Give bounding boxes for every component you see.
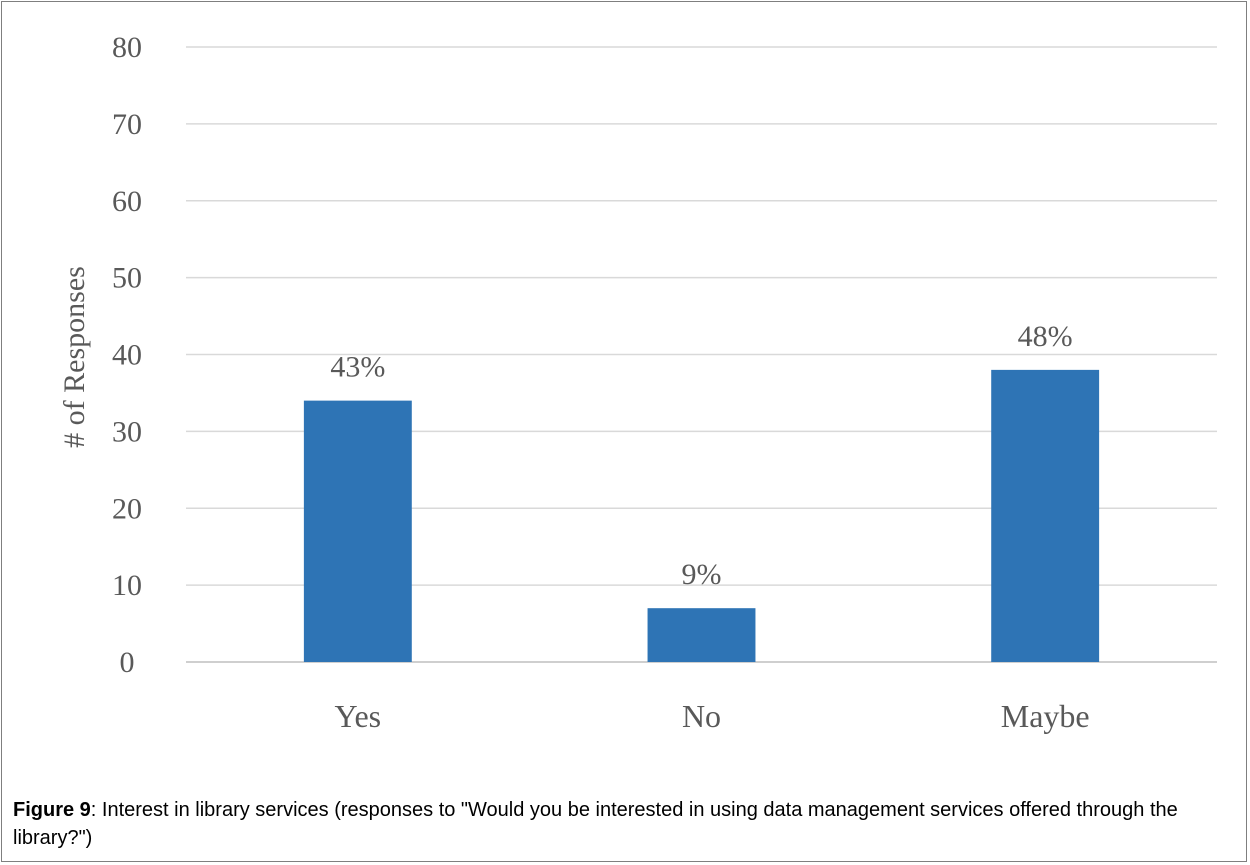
- y-tick-label: 80: [112, 31, 142, 64]
- y-tick-label: 30: [112, 415, 142, 448]
- y-tick-label: 60: [112, 185, 142, 218]
- x-axis-ticks: Yes No Maybe: [335, 698, 1090, 734]
- figure-caption-label: Figure 9: [13, 799, 91, 821]
- figure-caption-text: : Interest in library services (response…: [13, 799, 1178, 849]
- x-tick-label: Yes: [335, 698, 382, 734]
- figure-caption: Figure 9: Interest in library services (…: [13, 796, 1238, 852]
- data-label: 9%: [682, 558, 722, 591]
- bar-yes: [303, 400, 412, 662]
- bar-maybe: [991, 369, 1100, 662]
- y-tick-label: 50: [112, 262, 142, 295]
- data-label: 48%: [1018, 320, 1073, 353]
- x-tick-label: Maybe: [1001, 698, 1090, 734]
- y-tick-label: 20: [112, 492, 142, 525]
- bar-chart: 0 10 20 30 40 50 60 70 80 43% 9% 48% Yes No Maybe # …: [58, 31, 1217, 734]
- y-tick-label: 10: [112, 569, 142, 602]
- x-tick-label: No: [682, 698, 721, 734]
- y-axis-label: # of Responses: [58, 266, 91, 448]
- y-tick-label: 70: [112, 108, 142, 141]
- y-tick-label: 0: [120, 646, 135, 679]
- bar-no: [647, 608, 756, 662]
- bars: [303, 369, 1100, 662]
- y-tick-label: 40: [112, 339, 142, 372]
- data-label: 43%: [330, 351, 385, 384]
- data-labels: 43% 9% 48%: [330, 320, 1072, 591]
- y-axis-ticks: 0 10 20 30 40 50 60 70 80: [112, 31, 142, 679]
